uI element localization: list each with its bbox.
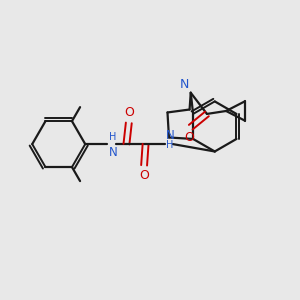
Text: O: O (184, 131, 194, 144)
Text: H: H (166, 140, 174, 150)
Text: N: N (180, 78, 189, 91)
Text: N: N (109, 146, 118, 160)
Text: O: O (124, 106, 134, 119)
Text: N: N (166, 129, 175, 142)
Text: O: O (139, 169, 149, 182)
Text: H: H (109, 132, 116, 142)
